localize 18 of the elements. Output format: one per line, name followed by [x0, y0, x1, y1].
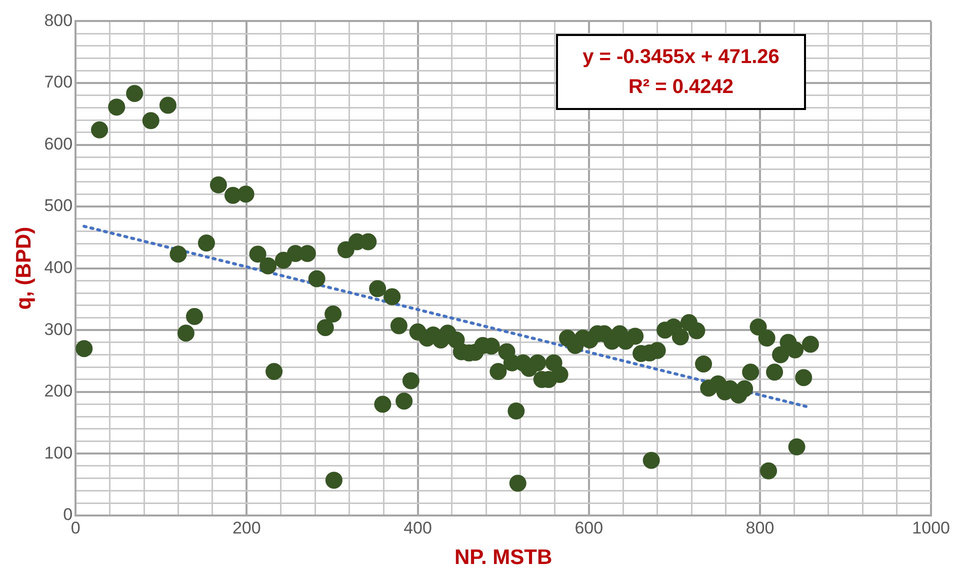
x-tick-label: 200 — [232, 518, 261, 538]
x-tick-label: 600 — [574, 518, 604, 538]
y-tick-label: 500 — [44, 196, 73, 216]
x-tick-label: 800 — [746, 518, 774, 538]
y-tick-label: 400 — [44, 258, 73, 277]
y-tick-label: 300 — [44, 320, 73, 339]
y-tick-label: 0 — [63, 505, 73, 524]
y-tick-label: 600 — [44, 134, 73, 154]
y-tick-label: 700 — [44, 72, 73, 92]
annotation: y = -0.3455x + 471.26 — [582, 45, 780, 70]
y-tick-label: 800 — [44, 10, 73, 30]
annotation: R² = 0.4242 — [627, 75, 735, 100]
x-axis-title: NP. MSTB — [454, 546, 552, 570]
x-tick-label: 400 — [404, 518, 432, 538]
y-tick-label: 200 — [44, 382, 73, 401]
x-tick-label: 1000 — [912, 518, 950, 538]
y-tick-label: 100 — [44, 443, 73, 462]
y-axis-title: q, (BPD) — [12, 226, 36, 310]
